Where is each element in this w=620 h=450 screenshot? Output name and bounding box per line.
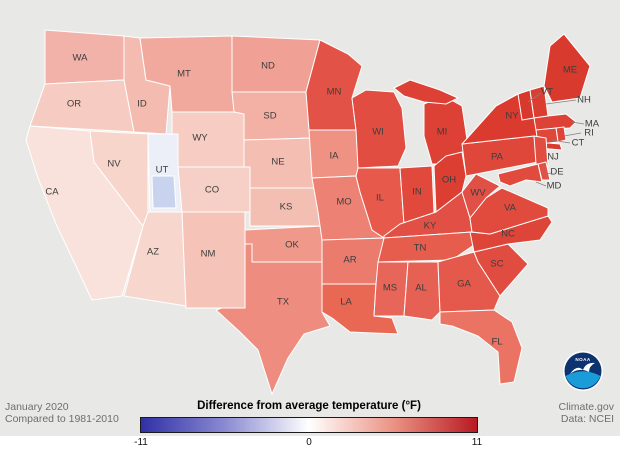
state-label-ca: CA — [45, 187, 59, 198]
state-label-in: IN — [412, 187, 422, 198]
state-label-az: AZ — [147, 247, 159, 258]
data-credit: Data: NCEI — [560, 413, 614, 425]
state-label-ma: MA — [585, 119, 600, 130]
state-shape-ok — [244, 225, 323, 263]
noaa-logo-text: NOAA — [575, 357, 590, 362]
state-label-va: VA — [504, 203, 517, 214]
state-label-md: MD — [547, 181, 562, 192]
state-label-mt: MT — [177, 69, 191, 80]
label-leader-ct — [551, 139, 571, 144]
map-period: January 2020 — [5, 401, 69, 413]
state-label-al: AL — [415, 283, 427, 294]
state-label-nc: NC — [501, 229, 515, 240]
state-label-ks: KS — [280, 202, 293, 213]
state-label-or: OR — [67, 99, 81, 110]
state-shape-az — [123, 211, 187, 307]
state-shape-nj — [533, 135, 549, 167]
state-shape-md — [497, 163, 543, 187]
state-label-fl: FL — [491, 337, 502, 348]
state-label-ms: MS — [383, 283, 397, 294]
label-leader-md — [535, 181, 547, 187]
legend-zero-label: 0 — [306, 437, 312, 448]
label-leader-de — [545, 172, 552, 175]
state-shape-fl — [439, 309, 523, 385]
noaa-logo: NOAA — [563, 351, 603, 391]
utah-cool-patch — [151, 175, 177, 209]
state-label-nh: NH — [577, 95, 591, 106]
state-labels-layer: WA OR CA NV ID MT WY UT CO AZ NM ND SD NE KS OK TX MN IA MO… — [45, 53, 599, 348]
state-label-ga: GA — [457, 279, 471, 290]
label-leader-ri — [563, 132, 582, 137]
state-label-tx: TX — [277, 297, 290, 308]
state-label-oh: OH — [442, 175, 456, 186]
state-label-mi: MI — [437, 127, 448, 138]
state-shape-tx — [215, 243, 331, 395]
state-label-de: DE — [550, 167, 563, 178]
state-label-sd: SD — [263, 111, 276, 122]
state-label-nj: NJ — [547, 152, 559, 163]
state-label-ut: UT — [156, 165, 169, 176]
bottom-margin — [0, 436, 620, 450]
state-label-wi: WI — [372, 127, 384, 138]
state-shape-ms — [373, 261, 409, 317]
state-label-co: CO — [205, 185, 219, 196]
noaa-logo-sea — [565, 371, 601, 389]
label-leader-nh — [545, 99, 577, 105]
legend-min-label: -11 — [134, 437, 148, 448]
state-label-ar: AR — [343, 255, 356, 266]
state-label-ne: NE — [271, 157, 284, 168]
state-label-ky: KY — [424, 221, 437, 232]
state-label-wy: WY — [192, 133, 208, 144]
label-leader-vt — [527, 92, 542, 103]
state-shape-wv — [461, 173, 501, 219]
state-shape-wi — [351, 89, 407, 169]
state-shape-al — [403, 261, 441, 321]
state-label-mn: MN — [327, 87, 342, 98]
state-label-vt: VT — [541, 87, 553, 98]
state-label-la: LA — [340, 297, 352, 308]
state-label-nv: NV — [107, 159, 121, 170]
legend-colorbar — [140, 417, 478, 433]
state-label-ct: CT — [572, 138, 585, 149]
footer-right: Climate.gov Data: NCEI — [559, 401, 614, 425]
state-shape-mi — [393, 79, 459, 105]
state-label-ri: RI — [584, 128, 594, 139]
state-shape-nd — [231, 35, 321, 93]
label-leader-ma — [571, 121, 585, 125]
state-label-pa: PA — [491, 152, 504, 163]
state-shape-wy — [171, 111, 245, 168]
state-label-wv: WV — [470, 188, 486, 199]
state-label-ny: NY — [505, 111, 519, 122]
state-label-id: ID — [137, 99, 147, 110]
state-label-nm: NM — [201, 249, 216, 260]
state-label-ok: OK — [285, 240, 299, 251]
state-label-me: ME — [563, 65, 577, 76]
state-shape-nm — [181, 211, 246, 309]
state-label-il: IL — [376, 193, 384, 204]
state-label-mo: MO — [336, 197, 351, 208]
footer-left: January 2020 Compared to 1981-2010 — [5, 401, 119, 425]
state-label-ia: IA — [330, 151, 340, 162]
map-baseline: Compared to 1981-2010 — [5, 413, 119, 425]
state-label-wa: WA — [73, 53, 89, 64]
states-layer — [25, 29, 591, 395]
legend-title: Difference from average temperature (°F) — [197, 400, 421, 412]
legend-max-label: 11 — [471, 437, 483, 448]
state-label-tn: TN — [414, 243, 427, 254]
noaa-logo-gull-icon — [570, 362, 595, 374]
state-label-sc: SC — [490, 259, 503, 270]
state-shape-me — [543, 33, 591, 103]
site-credit: Climate.gov — [558, 401, 614, 413]
state-shape-or — [29, 79, 135, 133]
state-label-nd: ND — [261, 61, 275, 72]
